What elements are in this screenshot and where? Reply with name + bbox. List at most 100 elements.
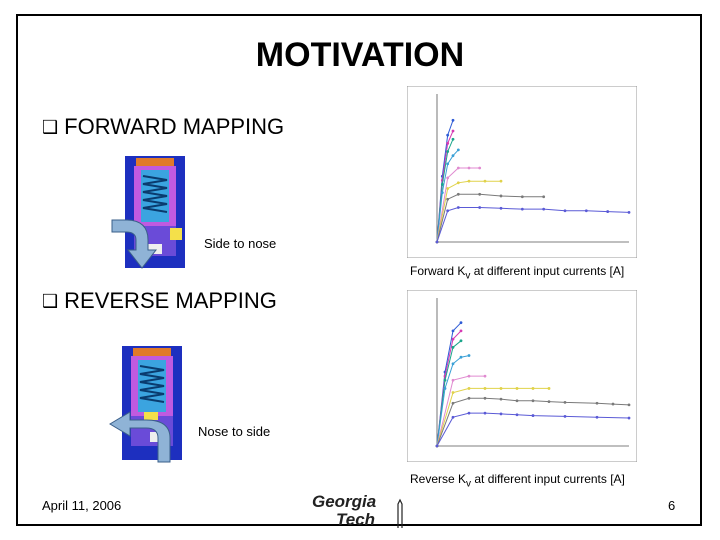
data-point xyxy=(483,396,487,400)
data-point xyxy=(456,181,460,185)
data-point xyxy=(446,162,450,166)
data-point xyxy=(531,387,535,390)
data-point xyxy=(467,396,471,400)
data-point xyxy=(456,148,460,152)
data-point xyxy=(440,183,444,186)
forward-caption-sub: v xyxy=(465,270,471,282)
forward-chart xyxy=(407,86,637,258)
georgia-tech-logo: Georgia Tech xyxy=(312,492,403,529)
data-point xyxy=(467,166,471,170)
data-point xyxy=(440,191,444,195)
data-point xyxy=(499,397,503,401)
data-point xyxy=(627,403,631,407)
reverse-heading: ❑ REVERSE MAPPING xyxy=(42,288,277,314)
data-point xyxy=(611,402,615,406)
footer-page-number: 6 xyxy=(668,498,676,513)
data-point xyxy=(595,415,599,419)
logo-line2: Tech xyxy=(336,510,375,529)
data-point xyxy=(459,321,463,325)
data-point xyxy=(563,401,567,404)
footer-date: April 11, 2006 xyxy=(42,498,122,513)
forward-heading: ❑ FORWARD MAPPING xyxy=(42,114,284,140)
data-point xyxy=(627,211,631,214)
data-point xyxy=(467,387,471,390)
forward-heading-text: FORWARD MAPPING xyxy=(64,114,285,139)
valve-diagram-forward xyxy=(111,156,185,269)
reverse-caption: Reverse Kv at different input currents [… xyxy=(410,472,625,489)
checkbox-square-icon: ❑ xyxy=(42,116,59,138)
data-point xyxy=(515,399,519,403)
data-point xyxy=(467,411,471,415)
data-point xyxy=(459,355,463,359)
series-line xyxy=(436,180,501,243)
data-point xyxy=(515,413,519,417)
data-point xyxy=(451,154,455,158)
data-point xyxy=(478,192,482,196)
data-point xyxy=(478,206,482,209)
data-point xyxy=(531,399,535,403)
series-line xyxy=(436,375,485,447)
data-point xyxy=(467,354,471,357)
data-point xyxy=(563,209,567,213)
data-point xyxy=(627,416,631,420)
data-point xyxy=(606,210,610,213)
chart-frame xyxy=(407,290,637,462)
data-point xyxy=(443,387,447,390)
data-point xyxy=(499,206,503,210)
reverse-heading-text: REVERSE MAPPING xyxy=(64,288,277,313)
data-point xyxy=(451,337,455,341)
data-point xyxy=(584,209,588,213)
series-line xyxy=(436,387,549,447)
data-point xyxy=(446,141,450,145)
forward-caption: Forward Kv at different input currents [… xyxy=(410,264,624,281)
data-point xyxy=(483,411,487,415)
logo-line1: Georgia xyxy=(312,492,376,511)
data-point xyxy=(483,387,487,390)
data-point xyxy=(456,192,460,196)
data-point xyxy=(451,329,455,333)
forward-diagram-label: Side to nose xyxy=(204,236,277,251)
data-point xyxy=(478,166,482,170)
data-point xyxy=(531,414,535,417)
data-point xyxy=(499,387,503,390)
data-point xyxy=(451,401,455,405)
data-point xyxy=(520,195,524,199)
slide-frame xyxy=(16,14,702,526)
data-point xyxy=(483,374,487,378)
reverse-caption-sub: v xyxy=(466,478,472,490)
data-point xyxy=(499,194,503,198)
data-point xyxy=(499,179,503,183)
data-point xyxy=(520,207,524,211)
data-point xyxy=(499,412,503,416)
data-point xyxy=(456,166,460,170)
data-point xyxy=(547,387,551,390)
checkbox-square-icon: ❑ xyxy=(42,290,59,312)
data-point xyxy=(451,118,455,122)
data-point xyxy=(459,339,463,343)
series-line xyxy=(436,412,630,447)
data-point xyxy=(483,179,487,183)
forward-caption-pre: Forward K xyxy=(410,264,466,278)
reverse-caption-pre: Reverse K xyxy=(410,472,467,486)
data-point xyxy=(443,378,447,382)
data-point xyxy=(446,187,450,190)
reverse-diagram-label: Nose to side xyxy=(198,424,271,439)
data-point xyxy=(451,137,455,141)
data-point xyxy=(459,329,463,333)
data-point xyxy=(451,345,455,349)
data-point xyxy=(435,240,439,244)
data-point xyxy=(467,179,471,183)
data-point xyxy=(451,391,455,394)
data-point xyxy=(451,378,455,382)
data-point xyxy=(451,415,455,419)
reverse-caption-post: at different input currents [A] xyxy=(471,472,625,486)
data-point xyxy=(446,209,450,213)
data-point xyxy=(451,129,455,133)
data-point xyxy=(467,374,471,378)
data-point xyxy=(446,197,450,201)
data-point xyxy=(542,195,546,199)
reverse-chart xyxy=(407,290,637,462)
data-point xyxy=(451,362,455,366)
series-line xyxy=(436,397,630,447)
data-point xyxy=(547,400,551,403)
